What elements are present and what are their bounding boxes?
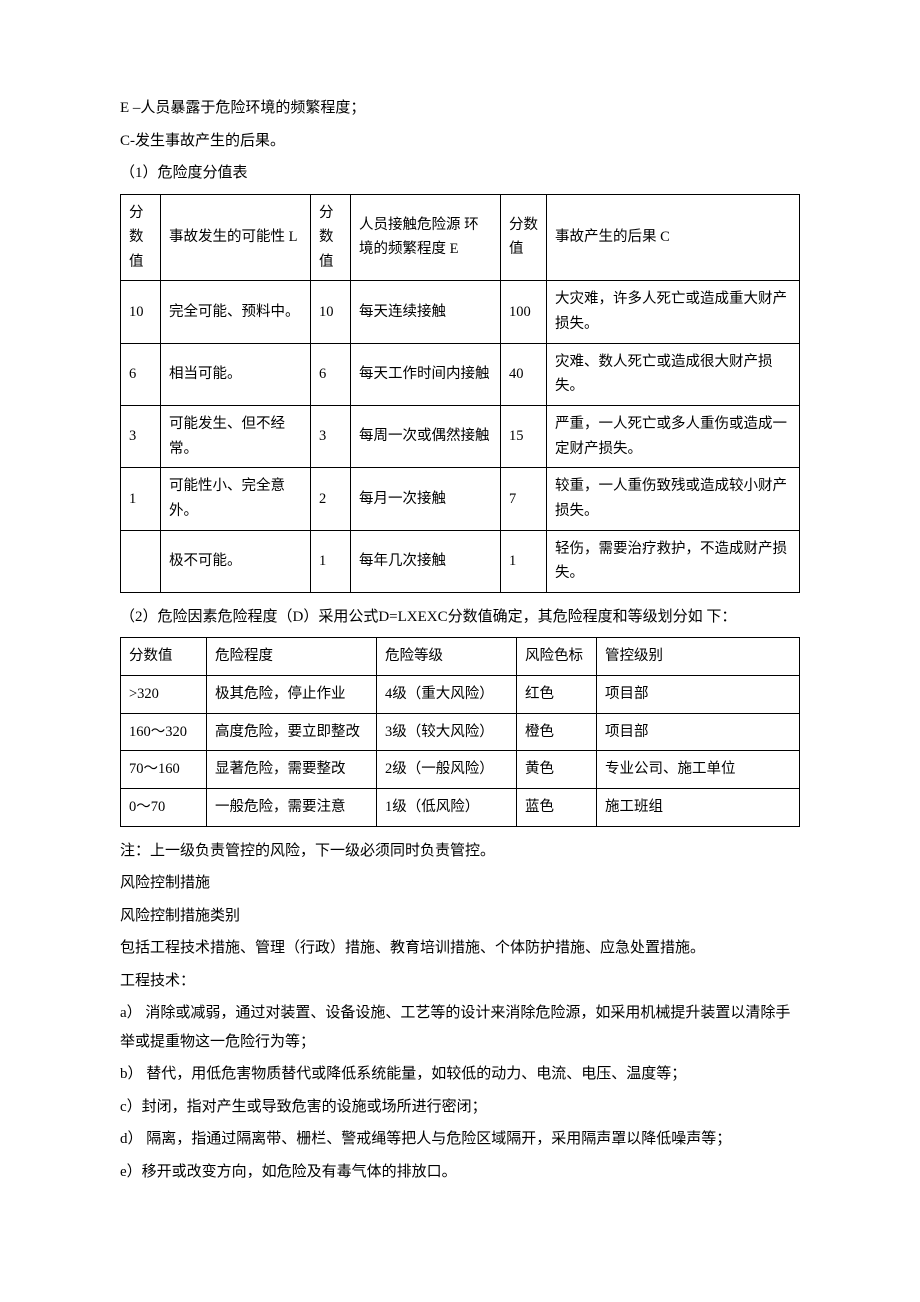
- col-header-level: 危险等级: [377, 638, 517, 676]
- cell: 6: [121, 343, 161, 405]
- cell: 40: [501, 343, 547, 405]
- col-header-e: 人员接触危险源 环境的频繁程度 E: [351, 194, 501, 281]
- cell: 可能发生、但不经常。: [161, 405, 311, 467]
- col-header-degree: 危险程度: [207, 638, 377, 676]
- table2-title: （2）危险因素危险程度（D）采用公式D=LXEXC分数值确定，其危险程度和等级划…: [120, 603, 800, 632]
- cell: 项目部: [597, 713, 800, 751]
- table-row: 70〜160 显著危险，需要整改 2级（一般风险） 黄色 专业公司、施工单位: [121, 751, 800, 789]
- cell: 160〜320: [121, 713, 207, 751]
- cell: 每周一次或偶然接触: [351, 405, 501, 467]
- table-row: >320 极其危险，停止作业 4级（重大风险） 红色 项目部: [121, 675, 800, 713]
- cell: 7: [501, 468, 547, 530]
- heading-measures: 风险控制措施: [120, 869, 800, 898]
- cell: 施工班组: [597, 788, 800, 826]
- list-item-c: c）封闭，指对产生或导致危害的设施或场所进行密闭；: [120, 1093, 800, 1122]
- cell: 蓝色: [517, 788, 597, 826]
- cell: 每天工作时间内接触: [351, 343, 501, 405]
- cell: 严重，一人死亡或多人重伤或造成一定财产损失。: [547, 405, 800, 467]
- cell: 每月一次接触: [351, 468, 501, 530]
- cell: 橙色: [517, 713, 597, 751]
- risk-level-table: 分数值 危险程度 危险等级 风险色标 管控级别 >320 极其危险，停止作业 4…: [120, 637, 800, 826]
- cell: 3: [121, 405, 161, 467]
- cell: 1: [121, 468, 161, 530]
- cell: 黄色: [517, 751, 597, 789]
- col-header-c: 事故产生的后果 C: [547, 194, 800, 281]
- cell: 70〜160: [121, 751, 207, 789]
- cell: 6: [311, 343, 351, 405]
- cell: 极其危险，停止作业: [207, 675, 377, 713]
- table-header-row: 分数值 危险程度 危险等级 风险色标 管控级别: [121, 638, 800, 676]
- cell: 红色: [517, 675, 597, 713]
- cell: 15: [501, 405, 547, 467]
- cell: 3: [311, 405, 351, 467]
- cell: 轻伤，需要治疗救护，不造成财产损失。: [547, 530, 800, 592]
- cell: 可能性小、完全意外。: [161, 468, 311, 530]
- table-row: 1 可能性小、完全意外。 2 每月一次接触 7 较重，一人重伤致残或造成较小财产…: [121, 468, 800, 530]
- list-item-d: d） 隔离，指通过隔离带、栅栏、警戒绳等把人与危险区域隔开，采用隔声罩以降低噪声…: [120, 1125, 800, 1154]
- intro-line-c: C-发生事故产生的后果。: [120, 127, 800, 156]
- col-header-control: 管控级别: [597, 638, 800, 676]
- cell: 3级（较大风险）: [377, 713, 517, 751]
- col-header-l: 事故发生的可能性 L: [161, 194, 311, 281]
- table-header-row: 分数值 事故发生的可能性 L 分数值 人员接触危险源 环境的频繁程度 E 分数值…: [121, 194, 800, 281]
- cell: 专业公司、施工单位: [597, 751, 800, 789]
- cell: 1: [311, 530, 351, 592]
- cell: 大灾难，许多人死亡或造成重大财产损失。: [547, 281, 800, 343]
- cell: 高度危险，要立即整改: [207, 713, 377, 751]
- col-header-color: 风险色标: [517, 638, 597, 676]
- cell: 显著危险，需要整改: [207, 751, 377, 789]
- cell: 每年几次接触: [351, 530, 501, 592]
- table1-title: （1）危险度分值表: [120, 159, 800, 188]
- table-row: 0〜70 一般危险，需要注意 1级（低风险） 蓝色 施工班组: [121, 788, 800, 826]
- cell: [121, 530, 161, 592]
- cell: 10: [311, 281, 351, 343]
- table-row: 160〜320 高度危险，要立即整改 3级（较大风险） 橙色 项目部: [121, 713, 800, 751]
- col-header-score: 分数值: [121, 638, 207, 676]
- cell: 100: [501, 281, 547, 343]
- cell: 2: [311, 468, 351, 530]
- col-header-score-c: 分数值: [501, 194, 547, 281]
- table-row: 极不可能。 1 每年几次接触 1 轻伤，需要治疗救护，不造成财产损失。: [121, 530, 800, 592]
- cell: 0〜70: [121, 788, 207, 826]
- cell: 10: [121, 281, 161, 343]
- cell: 每天连续接触: [351, 281, 501, 343]
- heading-categories: 风险控制措施类别: [120, 902, 800, 931]
- col-header-score-l: 分数值: [121, 194, 161, 281]
- cell: >320: [121, 675, 207, 713]
- paragraph: 工程技术：: [120, 967, 800, 996]
- table-row: 3 可能发生、但不经常。 3 每周一次或偶然接触 15 严重，一人死亡或多人重伤…: [121, 405, 800, 467]
- cell: 项目部: [597, 675, 800, 713]
- cell: 极不可能。: [161, 530, 311, 592]
- cell: 灾难、数人死亡或造成很大财产损失。: [547, 343, 800, 405]
- col-header-score-e: 分数值: [311, 194, 351, 281]
- list-item-e: e）移开或改变方向，如危险及有毒气体的排放口。: [120, 1158, 800, 1187]
- list-item-b: b） 替代，用低危害物质替代或降低系统能量，如较低的动力、电流、电压、温度等；: [120, 1060, 800, 1089]
- cell: 一般危险，需要注意: [207, 788, 377, 826]
- cell: 相当可能。: [161, 343, 311, 405]
- paragraph: 包括工程技术措施、管理（行政）措施、教育培训措施、个体防护措施、应急处置措施。: [120, 934, 800, 963]
- table-row: 6 相当可能。 6 每天工作时间内接触 40 灾难、数人死亡或造成很大财产损失。: [121, 343, 800, 405]
- risk-score-table: 分数值 事故发生的可能性 L 分数值 人员接触危险源 环境的频繁程度 E 分数值…: [120, 194, 800, 593]
- cell: 1: [501, 530, 547, 592]
- cell: 2级（一般风险）: [377, 751, 517, 789]
- intro-line-e: E –人员暴露于危险环境的频繁程度；: [120, 94, 800, 123]
- table-row: 10 完全可能、预料中。 10 每天连续接触 100 大灾难，许多人死亡或造成重…: [121, 281, 800, 343]
- cell: 4级（重大风险）: [377, 675, 517, 713]
- note: 注：上一级负责管控的风险，下一级必须同时负责管控。: [120, 837, 800, 866]
- cell: 较重，一人重伤致残或造成较小财产损失。: [547, 468, 800, 530]
- list-item-a: a） 消除或减弱，通过对装置、设备设施、工艺等的设计来消除危险源，如采用机械提升…: [120, 999, 800, 1056]
- cell: 完全可能、预料中。: [161, 281, 311, 343]
- cell: 1级（低风险）: [377, 788, 517, 826]
